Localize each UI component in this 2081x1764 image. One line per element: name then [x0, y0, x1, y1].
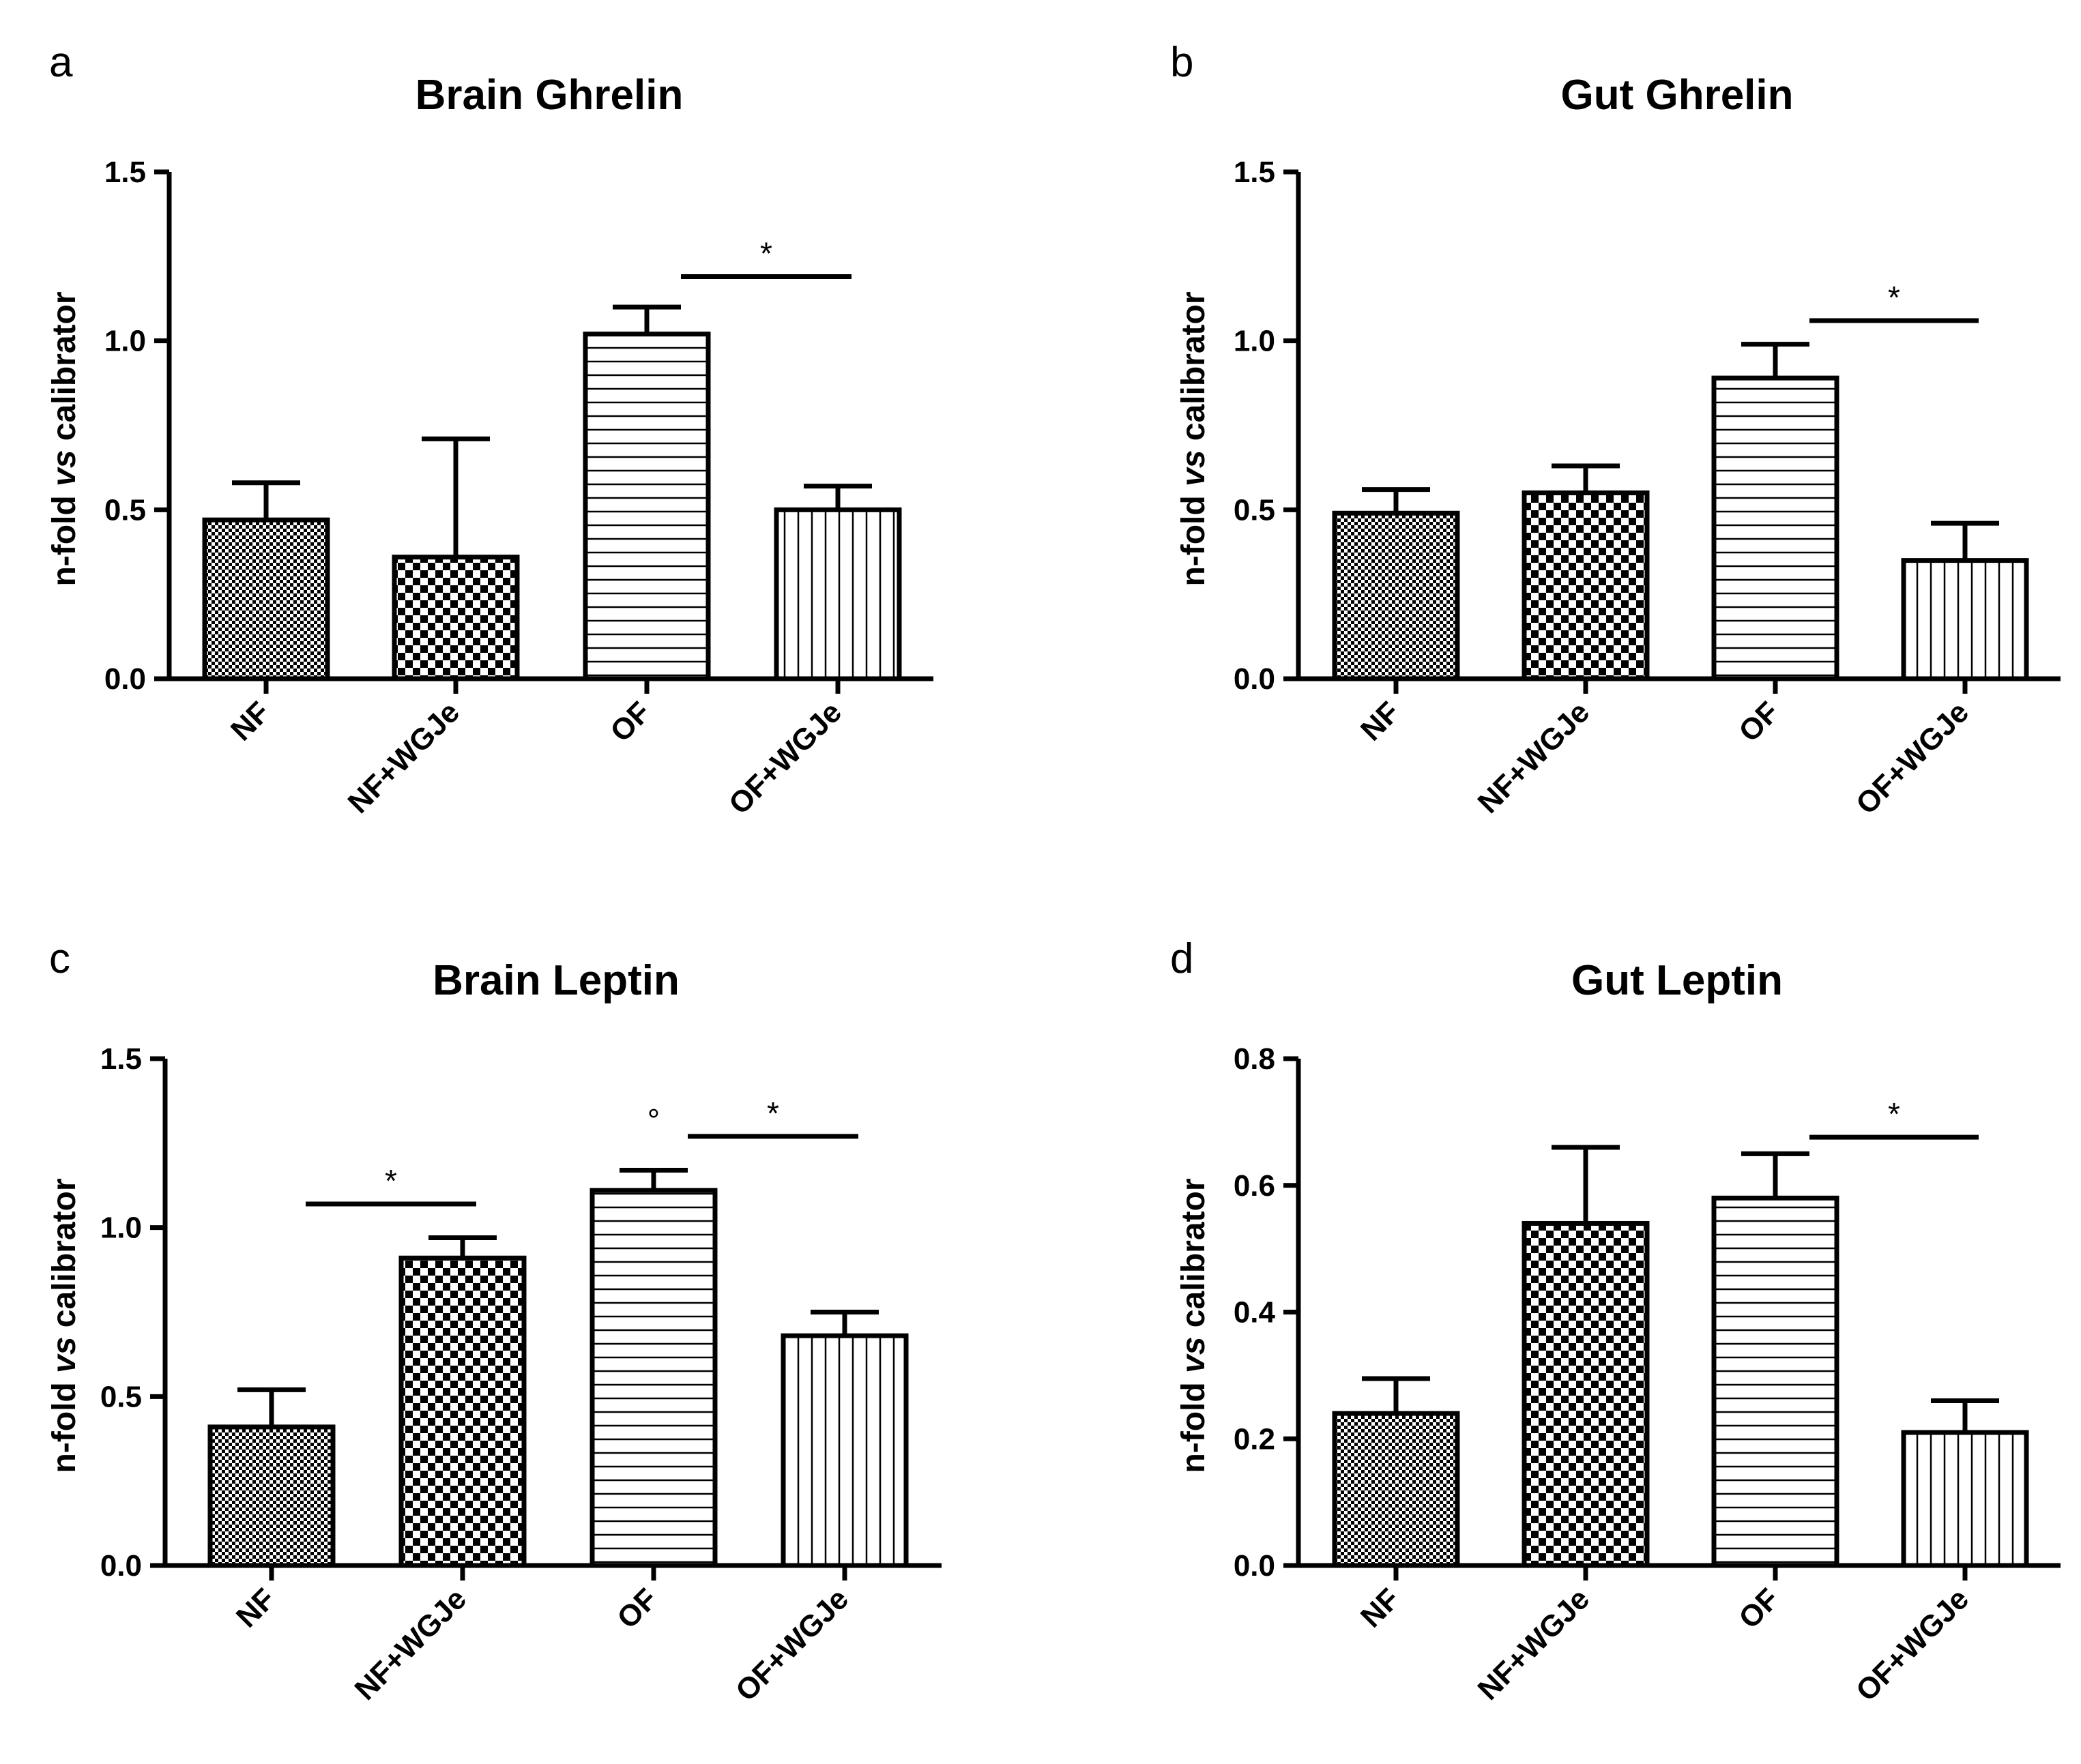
y-tick-label: 0.6	[1234, 1169, 1275, 1203]
bar-nf-wgje	[398, 1255, 527, 1568]
y-tick-label: 0.5	[104, 493, 146, 527]
y-tick-label: 1.5	[100, 1042, 142, 1076]
x-tick-label: OF+WGJe	[729, 1582, 855, 1707]
y-tick-label: 0.0	[1234, 662, 1275, 696]
panel-letter-a: a	[49, 39, 73, 86]
bar-of-wgje	[781, 1333, 909, 1568]
panel-title-c: Brain Leptin	[433, 957, 680, 1004]
y-tick-label: 0.0	[100, 1549, 142, 1583]
panel-letter-c: c	[49, 935, 70, 982]
x-tick-label: OF+WGJe	[1850, 1582, 1975, 1707]
y-tick-label: 0.8	[1234, 1042, 1275, 1076]
panel-title-a: Brain Ghrelin	[416, 72, 684, 119]
significance-star: *	[767, 1096, 779, 1131]
x-tick-label: NF+WGJe	[349, 1582, 473, 1706]
significance-star: *	[1888, 280, 1900, 315]
bar-of-wgje	[1901, 1430, 2029, 1568]
x-tick-label: NF	[1354, 1582, 1406, 1634]
panel-letter-b: b	[1170, 39, 1193, 86]
chart-d: 0.0 0.2 0.4 0.6 0.8 NF NF+WGJe OF OF+WGJe n-fold …	[1176, 1042, 2061, 1708]
significance-star: *	[385, 1163, 397, 1199]
chart-a: 0.0 0.5 1.0 1.5 NF NF+WGJe OF OF+WGJe n-fold vs …	[46, 156, 933, 821]
bar-nf-wgje	[392, 555, 520, 681]
chart-c: 0.0 0.5 1.0 1.5 NF NF+WGJe OF OF+WGJe n-fold vs …	[46, 1042, 942, 1708]
y-tick-label: 1.0	[1234, 325, 1275, 358]
bar-nf	[207, 1424, 336, 1568]
panel-title-d: Gut Leptin	[1571, 957, 1783, 1004]
x-tick-label: OF	[1732, 1582, 1786, 1635]
y-tick-label: 1.5	[1234, 156, 1275, 189]
x-tick-label: NF	[1354, 695, 1406, 747]
bar-nf-wgje	[1522, 490, 1650, 681]
y-axis-label: n-fold vs calibrator	[1176, 291, 1212, 586]
x-tick-label: NF	[224, 695, 276, 747]
y-tick-label: 0.0	[104, 662, 146, 696]
x-tick-label: OF+WGJe	[723, 695, 848, 821]
panel-title-b: Gut Ghrelin	[1561, 72, 1794, 119]
bar-of	[1711, 375, 1839, 681]
y-axis-label: n-fold vs calibrator	[1176, 1178, 1212, 1473]
significance-star: *	[760, 236, 772, 271]
bar-of	[583, 332, 711, 681]
y-tick-label: 0.5	[1234, 493, 1275, 527]
x-tick-label: OF	[611, 1582, 664, 1635]
chart-b: 0.0 0.5 1.0 1.5 NF NF+WGJe OF OF+WGJe n-fold vs …	[1176, 156, 2061, 821]
bar-nf	[1332, 510, 1460, 681]
x-tick-label: NF+WGJe	[342, 695, 466, 819]
y-tick-label: 0.2	[1234, 1422, 1275, 1456]
x-tick-label: OF	[1732, 695, 1786, 748]
x-tick-label: OF+WGJe	[1850, 695, 1975, 821]
bar-of-wgje	[1901, 558, 2029, 681]
bar-of-wgje	[774, 507, 902, 681]
panel-a: a Brain Ghrelin 0.0 0.5 1.0 1.5 NF NF+WGJe OF O…	[46, 39, 933, 821]
bar-of	[1711, 1195, 1839, 1568]
panel-letter-d: d	[1170, 935, 1193, 982]
bar-nf-wgje	[1522, 1220, 1650, 1568]
panel-b: b Gut Ghrelin 0.0 0.5 1.0 1.5 NF NF+WGJe OF OF+…	[1170, 39, 2061, 821]
y-axis-label: n-fold vs calibrator	[46, 1178, 83, 1473]
y-tick-label: 0.5	[100, 1380, 142, 1413]
y-tick-label: 1.0	[100, 1211, 142, 1245]
panel-d: d Gut Leptin 0.0 0.2 0.4 0.6 0.8 NF NF+WGJe OF O…	[1170, 935, 2061, 1708]
significance-marker: °	[647, 1102, 660, 1138]
y-tick-label: 0.0	[1234, 1549, 1275, 1583]
x-tick-label: NF+WGJe	[1472, 695, 1596, 819]
y-tick-label: 1.5	[104, 156, 146, 189]
bar-of	[590, 1188, 718, 1568]
panel-c: c Brain Leptin 0.0 0.5 1.0 1.5 NF NF+WGJe OF OF…	[46, 935, 942, 1708]
x-tick-label: OF	[604, 695, 657, 748]
y-tick-label: 0.4	[1234, 1296, 1276, 1329]
significance-star: *	[1888, 1096, 1900, 1132]
x-tick-label: NF+WGJe	[1472, 1582, 1596, 1706]
y-axis-label: n-fold vs calibrator	[46, 291, 83, 586]
bar-nf	[1332, 1411, 1460, 1568]
y-tick-label: 1.0	[104, 325, 146, 358]
x-tick-label: NF	[230, 1582, 282, 1634]
bar-nf	[202, 517, 330, 681]
